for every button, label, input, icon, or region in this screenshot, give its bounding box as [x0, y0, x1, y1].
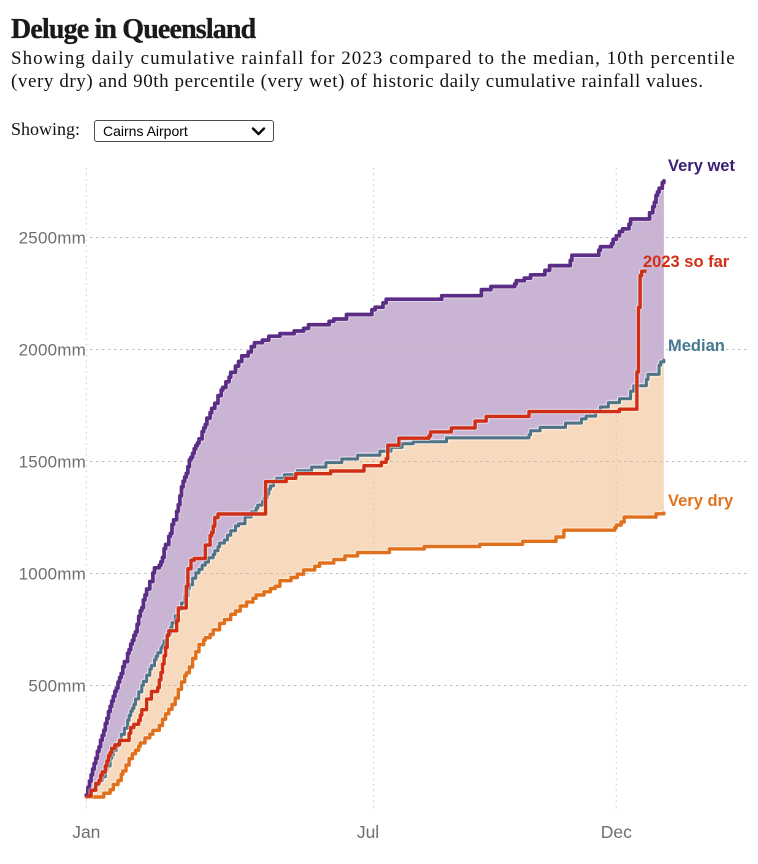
- svg-text:1500mm: 1500mm: [19, 453, 86, 472]
- svg-text:2000mm: 2000mm: [19, 341, 86, 360]
- svg-text:500mm: 500mm: [28, 677, 86, 696]
- svg-text:Very dry: Very dry: [668, 492, 734, 510]
- svg-text:2023 so far: 2023 so far: [643, 253, 730, 271]
- svg-text:Jul: Jul: [357, 822, 379, 842]
- svg-text:Very wet: Very wet: [668, 157, 735, 175]
- svg-text:Jan: Jan: [72, 822, 100, 842]
- svg-text:Median: Median: [668, 337, 725, 355]
- svg-text:1000mm: 1000mm: [19, 565, 86, 584]
- svg-text:Dec: Dec: [601, 822, 632, 842]
- svg-text:2500mm: 2500mm: [19, 229, 86, 248]
